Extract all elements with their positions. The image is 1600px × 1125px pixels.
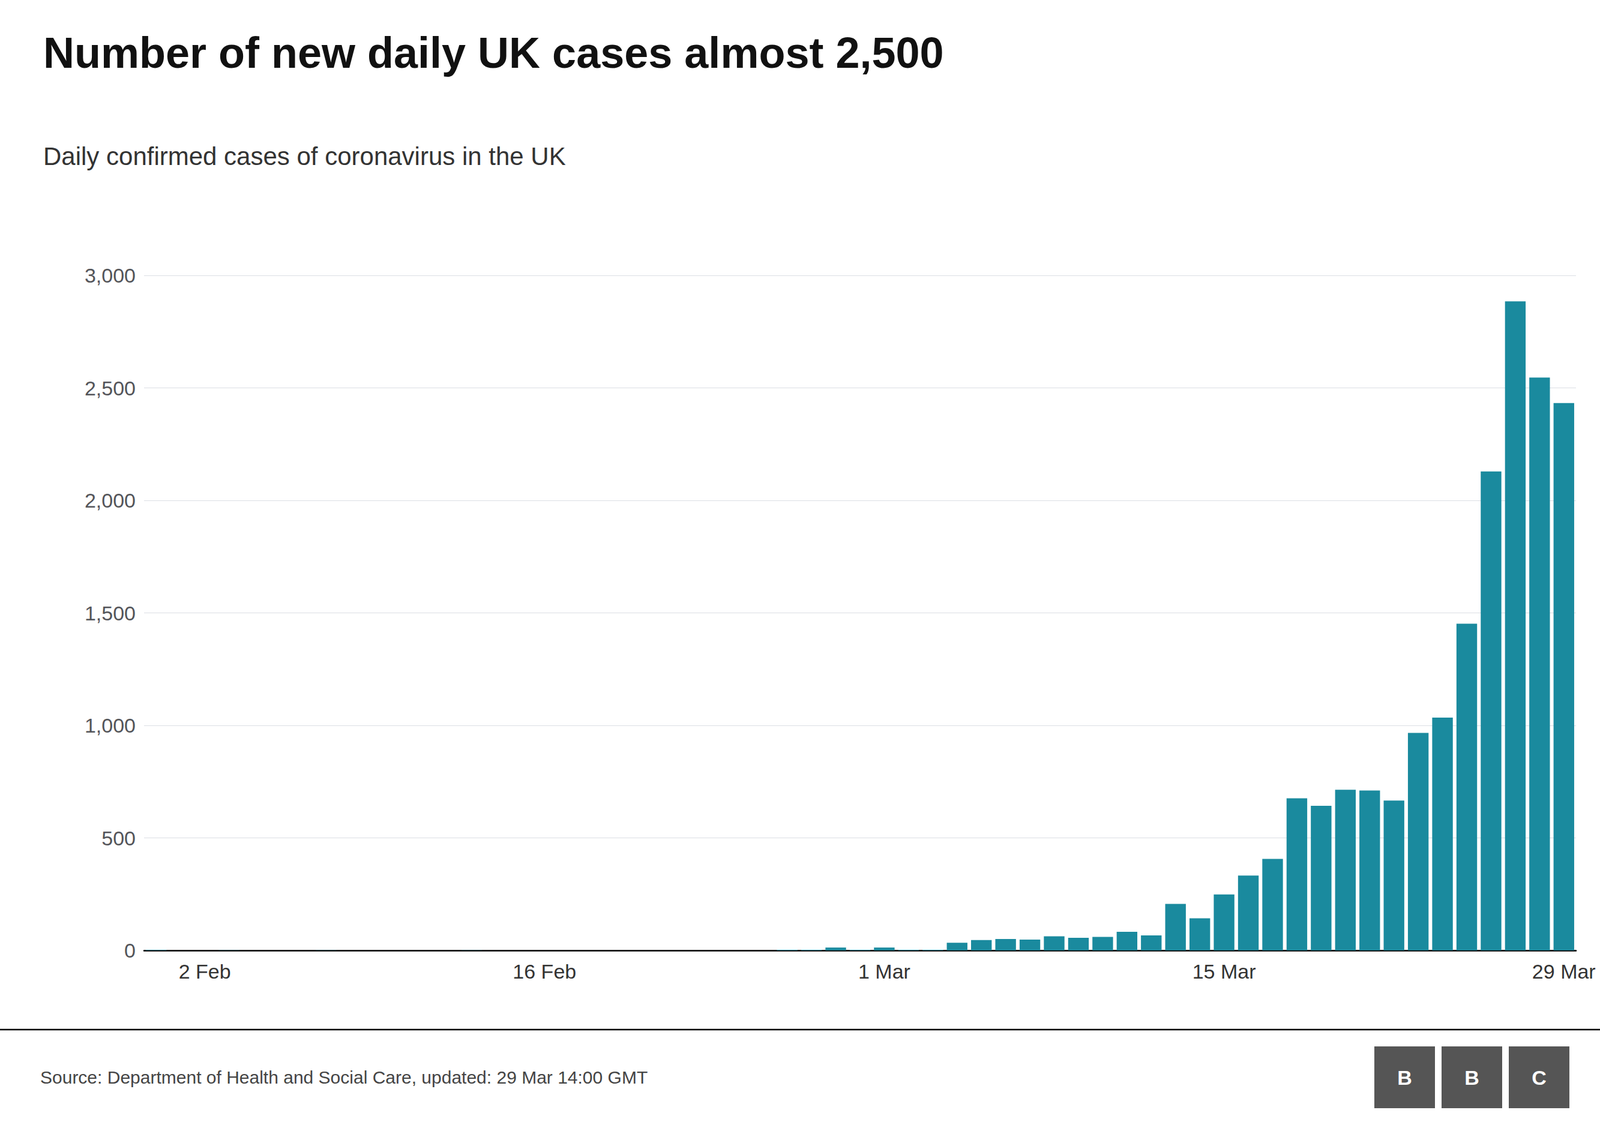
svg-text:Number of new daily UK cases a: Number of new daily UK cases almost 2,50… (43, 28, 945, 77)
svg-text:1,500: 1,500 (84, 601, 136, 625)
svg-text:Daily confirmed cases of coron: Daily confirmed cases of coronavirus in … (43, 142, 566, 171)
svg-text:16 Feb: 16 Feb (512, 960, 577, 984)
svg-text:500: 500 (101, 827, 136, 850)
svg-text:1 Mar: 1 Mar (858, 960, 911, 984)
svg-text:15 Mar: 15 Mar (1192, 960, 1257, 984)
svg-text:C: C (1531, 1066, 1547, 1090)
svg-text:3,000: 3,000 (84, 264, 136, 287)
svg-text:29 Mar: 29 Mar (1532, 960, 1596, 984)
svg-text:Source: Department of Health a: Source: Department of Health and Social … (40, 1067, 648, 1088)
svg-text:1,000: 1,000 (84, 714, 136, 737)
svg-text:0: 0 (124, 939, 136, 963)
svg-text:B: B (1397, 1066, 1413, 1090)
svg-text:B: B (1464, 1066, 1480, 1090)
svg-text:2 Feb: 2 Feb (178, 960, 232, 984)
svg-text:2,500: 2,500 (84, 376, 136, 400)
svg-text:2,000: 2,000 (84, 489, 136, 512)
